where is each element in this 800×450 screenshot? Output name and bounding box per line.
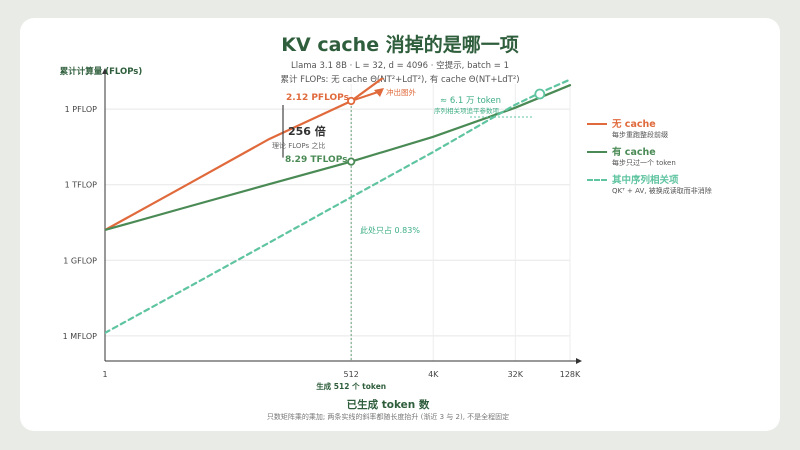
legend-swatch-cache [587,151,607,153]
data-marker-2 [534,88,546,100]
legend-label-seq: 其中序列相关项 [612,175,679,186]
data-marker-1 [347,157,356,166]
y-axis-title: 累计计算量 (FLOPs) [60,66,143,77]
x-axis-title: 已生成 token 数 [346,399,430,411]
y-tick-label-2: 1 TFLOP [65,181,98,190]
x-tick-label-4: 128K [560,370,581,379]
chart-subtitle-2: 累计 FLOPs: 无 cache Θ(NT²+LdT²), 有 cache Θ… [280,75,520,85]
annotation-crossover: ≈ 6.1 万 token [440,96,501,106]
series-line-0 [105,78,385,232]
x-tick-label-3: 32K [508,370,524,379]
legend-label-no-cache: 无 cache [612,119,656,130]
overflow-arrow-head [374,88,384,97]
x-axis-arrow [576,358,582,364]
annotation-overflow: 冲出图外 [386,87,416,97]
x-tick-label-2: 4K [428,370,439,379]
footer-note: 只数矩阵乘的乘加; 两条实线的斜率都随长度抬升 (渐近 3 与 2), 不是全程… [266,413,510,421]
y-tick-label-0: 1 MFLOP [63,332,98,341]
chart-card [20,18,780,431]
chart-subtitle-1: Llama 3.1 8B · L = 32, d = 4096 · 空提示, b… [290,61,510,71]
legend-desc-cache: 每步只过一个 token [612,159,676,167]
annotation-ratio: 256 倍 [288,124,326,138]
annotation-ratio-note: 理论 FLOPs 之比 [272,141,325,150]
series-line-2 [105,78,572,334]
annotation-share: 此处只占 0.83% [360,225,420,235]
vline-label: 生成 512 个 token [316,381,386,391]
legend-swatch-seq [587,179,607,181]
overflow-arrow-line [350,91,379,102]
annotation-cache-value: 8.29 TFLOPs [285,155,348,165]
y-axis-arrow [102,68,108,74]
y-tick-label-1: 1 GFLOP [63,256,97,265]
annotation-crossover-note: 序列相关项追平参数项 [434,106,500,115]
legend-desc-seq: QKᵀ + AV, 被换成读取而非消除 [612,187,712,195]
legend-desc-no-cache: 每步重跑整段前缀 [612,131,668,139]
chart-title: KV cache 消掉的是哪一项 [281,34,519,56]
y-tick-label-3: 1 PFLOP [65,105,98,114]
annotation-no-cache-value: 2.12 PFLOPs [286,93,349,103]
x-tick-label-0: 1 [102,370,107,379]
x-tick-label-1: 512 [344,370,359,379]
legend-swatch-no-cache [587,123,607,125]
legend-label-cache: 有 cache [612,147,656,158]
data-marker-0 [347,96,356,106]
